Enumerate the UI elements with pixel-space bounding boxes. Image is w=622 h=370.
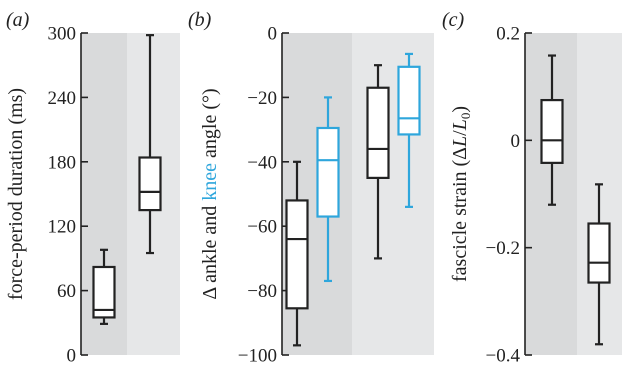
panel-c-boxes: [540, 54, 611, 346]
panel-a-box-ankle-group0: [92, 248, 116, 325]
panel-c-ylabel-sub: 0: [458, 113, 473, 120]
panel-b-ylabel-part3: angle (°): [199, 88, 221, 163]
panel-c-ylabel-L: L: [449, 136, 471, 148]
panel-b-ytick-label: −80: [247, 281, 277, 302]
panel-c-ticks: −0.4 −0.2 0 0.2: [486, 24, 532, 367]
panel-b-ytick-label: −100: [238, 346, 277, 367]
panel-c-ylabel: fascicle strain (ΔL/L0): [449, 106, 473, 282]
panel-a-label: (a): [6, 9, 30, 31]
panel-c-ytick-label: 0: [511, 131, 521, 152]
box-iqr: [397, 65, 421, 136]
panel-c-ylabel-part1: fascicle strain (Δ: [449, 147, 471, 282]
panel-b-band-light: [352, 33, 434, 355]
panel-b-ticks: −100 −80 −60 −40 −20 0: [238, 24, 289, 367]
panel-b-ytick-label: −20: [247, 88, 277, 109]
panel-c-box-ankle-group0: [540, 54, 564, 206]
panel-a-ytick-label: 60: [57, 281, 76, 302]
panel-c-ytick-label: 0.2: [496, 24, 520, 45]
panel-a-ytick-label: 240: [48, 88, 77, 109]
panel-b-ytick-label: −60: [247, 217, 277, 238]
panel-c: −0.4−0.200.2 (c) fascicle strain (ΔL/L0): [442, 9, 622, 367]
box-iqr: [285, 199, 309, 310]
panel-a-boxes: [92, 34, 162, 325]
box-iqr: [316, 126, 340, 218]
panel-c-box-ankle-group1: [587, 183, 611, 346]
panel-a-ylabel: force-period duration (ms): [5, 88, 27, 300]
box-iqr: [587, 222, 611, 284]
panel-b-box-knee-group0: [316, 96, 340, 283]
panel-a-ticks: 0 60 120 180 240 300: [48, 24, 88, 367]
panel-a-ytick-label: 0: [67, 346, 77, 367]
panel-b: −100 −80 −60 −40 −20 0 (b) Δ ankle and knee a…: [188, 9, 434, 367]
panel-b-ylabel-knee: knee: [199, 163, 221, 201]
panel-a-ytick-label: 180: [48, 152, 77, 173]
box-iqr: [366, 86, 390, 180]
panel-c-ylabel-L0: L: [449, 119, 471, 131]
panel-c-ytick-label: −0.2: [486, 238, 520, 259]
panel-c-ytick-label: −0.4: [486, 346, 521, 367]
panel-b-box-knee-group1: [397, 52, 421, 208]
panel-b-ylabel: Δ ankle and knee angle (°): [199, 88, 221, 299]
panel-b-boxes: [285, 52, 421, 347]
panel-b-box-ankle-group1: [366, 64, 390, 260]
panel-b-ytick-label: 0: [268, 24, 278, 45]
panel-c-ylabel-close: ): [449, 106, 471, 113]
box-iqr: [138, 156, 162, 212]
panel-a-ytick-label: 120: [48, 217, 77, 238]
box-iqr: [92, 265, 116, 319]
panel-b-ylabel-part1: Δ ankle and: [199, 201, 221, 300]
panel-b-box-ankle-group0: [285, 160, 309, 347]
panel-c-label: (c): [442, 9, 465, 31]
panel-a: 0 60 120 180 240 300 (a) force-period duratio…: [5, 9, 180, 367]
panel-c-ylabel-slash: /: [449, 130, 471, 136]
box-iqr: [540, 98, 564, 164]
panel-a-ytick-label: 300: [48, 24, 77, 45]
panel-b-label: (b): [188, 9, 212, 31]
panel-a-box-ankle-group1: [138, 34, 162, 255]
panel-b-ytick-label: −40: [247, 152, 277, 173]
